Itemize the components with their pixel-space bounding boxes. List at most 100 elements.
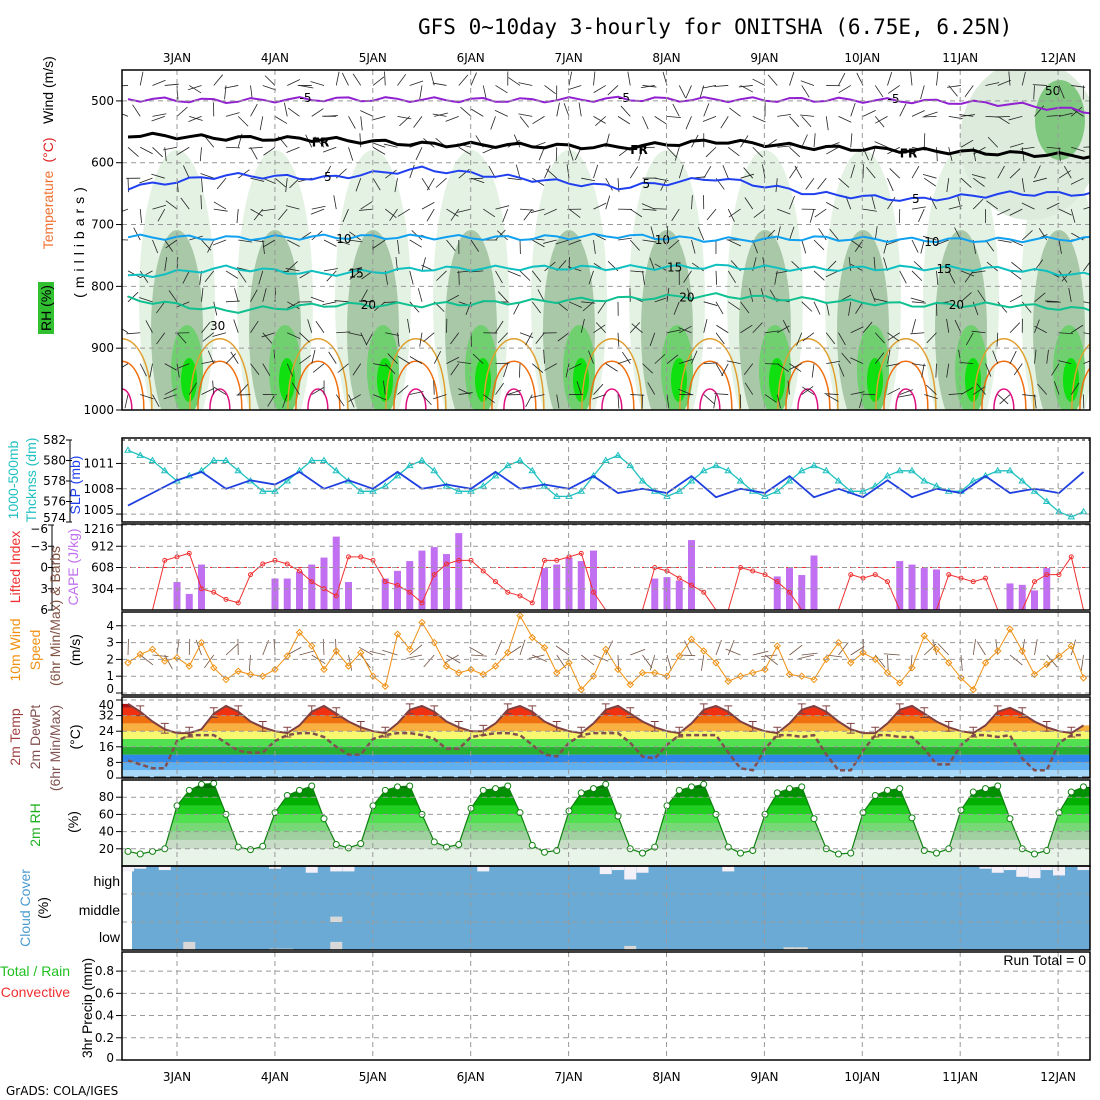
wind-barb [649,332,656,347]
wind-barb-10m [204,654,215,669]
wind-barb [666,394,670,409]
li-tick-label: 0 [40,561,48,575]
cape-li-panel [122,533,1090,611]
wind-barb [409,391,424,395]
cape-bar [381,578,389,610]
li-point [505,589,511,595]
isotherm-label: 15 [349,267,364,281]
wind-barb [372,394,387,401]
wind-barb [278,208,288,221]
wind-barb [997,116,1010,125]
wind-barb [472,353,484,364]
panel-frame [121,951,1091,1061]
rh-point [798,783,806,791]
wind-barb [328,351,337,364]
temperature-label: Temperature [40,170,56,249]
thickness-point [209,456,218,463]
wind-barb [753,208,766,218]
wind-barb [544,363,557,371]
surface-isotherm [589,360,635,410]
wind-barb [262,85,277,91]
wind-barb [838,332,846,346]
wind-barb [954,319,962,333]
rh-point [394,783,401,791]
wind-barb [371,115,386,121]
wind-speed-point [773,642,781,650]
li-point [578,550,584,556]
wind-barb [685,116,692,130]
wind-barb-10m [910,654,913,671]
rh-color-bands [122,783,1090,866]
wind-barb [764,394,777,403]
wind-barb [352,73,362,86]
wind-barb [678,164,684,179]
li-point [591,589,596,595]
wind-barb [855,301,864,314]
wind-barb [176,332,187,344]
cape-tick-label: 304 [91,582,114,596]
wind-speed-point [553,669,561,677]
wind-barb [151,173,165,179]
wind-barb [801,85,810,98]
panel-frame [121,696,1091,779]
wind-barb [960,177,972,188]
wind-barb [446,208,459,217]
thickness-point [883,471,892,479]
wind-barb [715,301,724,315]
wind-barb [532,239,545,248]
thickness-point [454,487,463,494]
cloud-cover-label: Cloud Cover [17,869,33,947]
wind-barb [1070,208,1076,223]
wind-barb [749,288,754,302]
cloud-gap-high [636,866,649,873]
wind-barb [841,352,852,364]
rh-label: RH (%) [38,285,54,331]
wind-barb-10m [299,650,316,656]
wind-barb [567,85,582,91]
rh-point [602,780,610,788]
wind-barb [291,382,300,395]
temp-minmax-bar [675,726,684,738]
isotherm-label: 5 [643,177,651,191]
wind-speed-point [124,659,132,667]
wind-barb-10m [630,648,646,656]
wind-barb [985,82,1000,86]
wind-barb [311,205,326,210]
wind-barb [140,394,154,400]
li-point [517,593,523,599]
rh-band [122,823,1090,832]
wind-barb [1046,202,1060,210]
wind-barb [1009,168,1021,179]
wind-barb [899,103,907,117]
wind-barb [976,383,986,395]
temp-band [122,762,1090,771]
wind-speed-point [271,665,279,674]
cape-tick-label: 1216 [83,522,114,536]
thickness-point [516,456,524,463]
wind-barb [299,355,312,364]
wind-barb [1071,146,1085,152]
wind-barb [543,208,557,216]
wind-barb [283,102,288,117]
cloud-gap-high [1053,866,1065,876]
wind-barb [948,393,963,395]
thickness-point [614,451,622,458]
rh-point [957,806,965,814]
surface-isotherm [981,360,1027,410]
li-line [128,552,1084,611]
wind-barb [188,382,197,395]
thickness-point [418,456,426,463]
wind-barb [149,363,153,378]
wind-speed-point [565,659,573,667]
wind-barb [848,301,852,316]
wind-barb [813,301,821,315]
wind-barb [964,85,974,98]
wind-barb [212,239,227,246]
wind-barb-10m [801,652,818,656]
wind-barb [727,270,736,284]
rh-band [122,831,1090,841]
wind-barb [581,177,596,182]
wind-barb [224,85,239,89]
wind-barb [721,363,729,377]
wind-barb-10m [409,644,423,656]
